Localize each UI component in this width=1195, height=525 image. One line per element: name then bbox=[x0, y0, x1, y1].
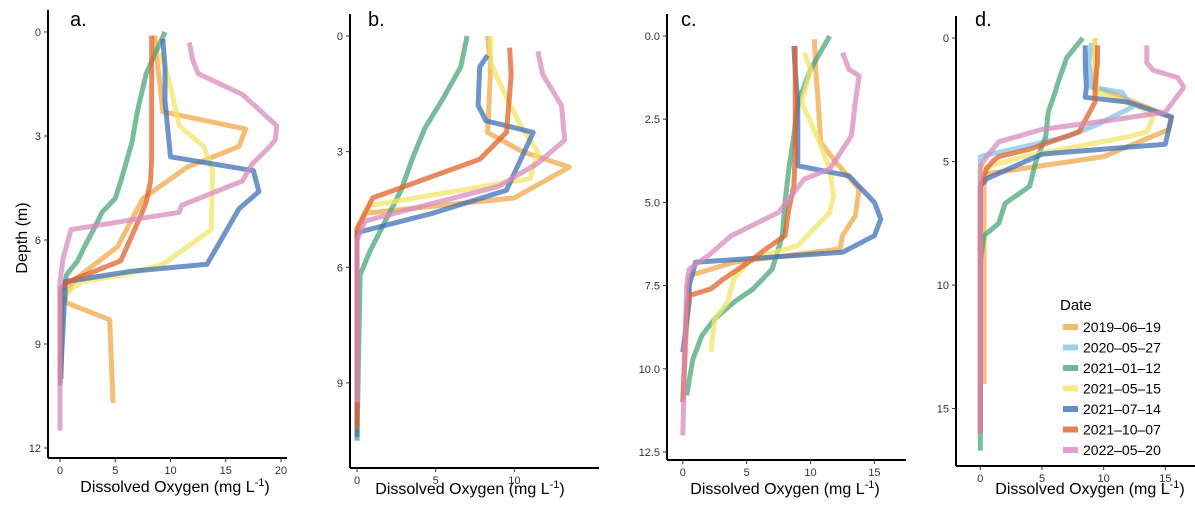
x-tick-label: 0 bbox=[354, 475, 360, 487]
series-line-2 bbox=[58, 30, 168, 379]
legend-title: Date bbox=[1060, 297, 1092, 314]
y-tick-label: 0 bbox=[35, 27, 41, 39]
x-tick-label: 0 bbox=[977, 473, 983, 485]
legend-label: 2020–05–27 bbox=[1083, 340, 1161, 356]
y-tick-label: 15 bbox=[937, 404, 949, 416]
series-line-4 bbox=[680, 45, 884, 353]
series-line-2 bbox=[354, 35, 470, 441]
y-tick-label: 5.0 bbox=[645, 197, 660, 209]
panel-4: 0 5 10 15 0 5 10 15 d. Dissolved Oxygen (mg L-1) bbox=[937, 9, 1195, 498]
y-tick-label: 12 bbox=[29, 443, 41, 455]
series-line-3 bbox=[708, 51, 837, 353]
series-line-4 bbox=[354, 53, 536, 437]
legend-label: 2021–10–07 bbox=[1083, 422, 1161, 438]
legend-label: 2021–07–14 bbox=[1083, 401, 1161, 417]
legend-label: 2019–06–19 bbox=[1083, 319, 1161, 335]
series-line-5 bbox=[680, 46, 798, 403]
series-line-2 bbox=[977, 42, 1135, 187]
panel-3: 0.0 2.5 5.0 7.5 10.0 12.5 0 5 10 15 c. Dissolved Ox… bbox=[639, 9, 906, 498]
x-tick-label: 5 bbox=[112, 465, 118, 477]
y-tick-label: 0 bbox=[943, 33, 949, 45]
x-axis-title: Dissolved Oxygen (mg L-1) bbox=[80, 477, 269, 496]
y-tick-label: 0 bbox=[337, 31, 343, 43]
y-tick-label: 10 bbox=[937, 280, 949, 292]
series-line-6 bbox=[680, 51, 862, 436]
legend-label: 2022–05–20 bbox=[1083, 442, 1161, 458]
legend: Date 2019–06–19 2020–05–27 2021–01–12 2021–… bbox=[1060, 297, 1161, 458]
x-tick-label: 5 bbox=[1039, 473, 1045, 485]
y-axis-title: Depth (m) bbox=[14, 202, 31, 273]
x-axis-title: Dissolved Oxygen (mg L-1) bbox=[995, 479, 1184, 498]
y-tick-label: 5 bbox=[943, 157, 949, 169]
panel-1: 0 3 6 9 12 0 5 10 15 20 a. Dissolved Oxygen (mg L-1… bbox=[29, 9, 287, 496]
series-line-1 bbox=[354, 35, 572, 422]
y-tick-label: 7.5 bbox=[645, 281, 660, 293]
x-tick-label: 10 bbox=[164, 465, 176, 477]
series-line-7 bbox=[977, 45, 1187, 434]
panel-2: 0 3 6 9 0 5 10 b. Dissolved Oxygen (mg L-1) bbox=[337, 9, 599, 498]
y-tick-label: 6 bbox=[35, 235, 41, 247]
y-tick-label: 3 bbox=[35, 131, 41, 143]
x-axis-title: Dissolved Oxygen (mg L-1) bbox=[690, 479, 879, 498]
chart-panels: 0 3 6 9 12 0 5 10 15 20 a. Dissolved Oxygen (mg L-1… bbox=[29, 9, 1195, 498]
panel-label: a. bbox=[70, 9, 87, 31]
y-tick-label: 0.0 bbox=[645, 31, 660, 43]
x-tick-label: 10 bbox=[1098, 473, 1110, 485]
series-line-6 bbox=[354, 50, 568, 403]
series-line-5 bbox=[354, 47, 514, 430]
x-tick-label: 0 bbox=[57, 465, 63, 477]
series-line-6 bbox=[977, 45, 1100, 434]
series-line-1 bbox=[680, 39, 862, 403]
series-line-2 bbox=[684, 34, 832, 396]
x-tick-label: 5 bbox=[433, 475, 439, 487]
x-tick-label: 15 bbox=[868, 467, 880, 479]
x-tick-label: 20 bbox=[275, 465, 287, 477]
x-tick-label: 10 bbox=[804, 467, 816, 479]
series-line-4 bbox=[57, 38, 262, 386]
x-tick-label: 10 bbox=[508, 475, 520, 487]
legend-label: 2021–01–12 bbox=[1083, 360, 1161, 376]
x-tick-label: 15 bbox=[220, 465, 232, 477]
y-tick-label: 6 bbox=[337, 262, 343, 274]
y-tick-label: 10.0 bbox=[639, 364, 660, 376]
y-tick-label: 9 bbox=[337, 378, 343, 390]
series-line-3 bbox=[977, 36, 1085, 451]
y-tick-label: 9 bbox=[35, 339, 41, 351]
series-line-3 bbox=[60, 51, 215, 298]
panel-label: d. bbox=[975, 9, 992, 31]
x-tick-label: 15 bbox=[1159, 473, 1171, 485]
legend-label: 2021–05–15 bbox=[1083, 381, 1161, 397]
y-tick-label: 12.5 bbox=[639, 447, 660, 459]
series-line-5 bbox=[57, 35, 155, 379]
y-tick-label: 2.5 bbox=[645, 114, 660, 126]
series-line-1 bbox=[63, 35, 249, 403]
panel-label: b. bbox=[368, 9, 385, 31]
x-axis-title: Dissolved Oxygen (mg L-1) bbox=[375, 479, 564, 498]
x-tick-label: 5 bbox=[744, 467, 750, 479]
panel-label: c. bbox=[681, 9, 697, 31]
y-tick-label: 3 bbox=[337, 147, 343, 159]
series-line-6 bbox=[57, 41, 280, 431]
x-tick-label: 0 bbox=[680, 467, 686, 479]
